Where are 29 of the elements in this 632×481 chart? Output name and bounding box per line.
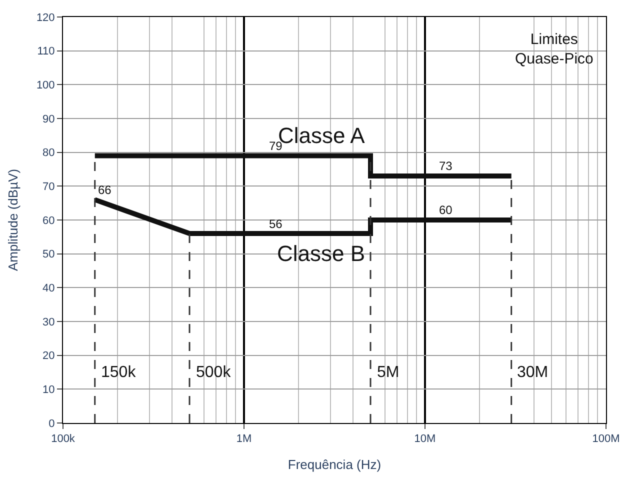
- y-tick-label: 90: [42, 113, 55, 126]
- x-tick-label: 100k: [51, 433, 76, 446]
- x-tick-label: 1M: [236, 433, 252, 446]
- annotation: Limites Quase-Pico: [515, 31, 594, 68]
- y-tick-label: 0: [48, 418, 55, 430]
- y-tick-label: 110: [37, 46, 55, 58]
- ref-line-label: 150k: [101, 364, 137, 381]
- y-tick-label: 120: [36, 12, 55, 24]
- annotation: 73: [439, 159, 453, 173]
- x-tick-label: 100M: [592, 433, 620, 446]
- y-tick-label: 20: [42, 350, 55, 362]
- x-tick-label: 10M: [414, 433, 436, 446]
- ref-line-label: 30M: [517, 364, 548, 381]
- annotation: 60: [439, 203, 453, 217]
- series-label: Classe B: [277, 241, 366, 266]
- ref-line-label: 500k: [196, 364, 232, 381]
- y-tick-label: 100: [36, 80, 55, 92]
- y-tick-label: 30: [42, 316, 55, 328]
- annotation: 66: [98, 183, 112, 197]
- x-axis-title: Frequência (Hz): [288, 456, 382, 472]
- y-tick-label: 10: [42, 384, 55, 396]
- y-tick-label: 60: [42, 214, 55, 227]
- y-tick-label: 50: [42, 248, 55, 261]
- annotation: 56: [269, 217, 283, 231]
- ref-line-label: 5M: [377, 364, 400, 381]
- y-tick-label: 70: [42, 181, 55, 194]
- y-tick-label: 80: [42, 147, 55, 160]
- y-tick-label: 40: [42, 282, 55, 295]
- y-axis-title: Amplitude (dBµV): [5, 168, 20, 272]
